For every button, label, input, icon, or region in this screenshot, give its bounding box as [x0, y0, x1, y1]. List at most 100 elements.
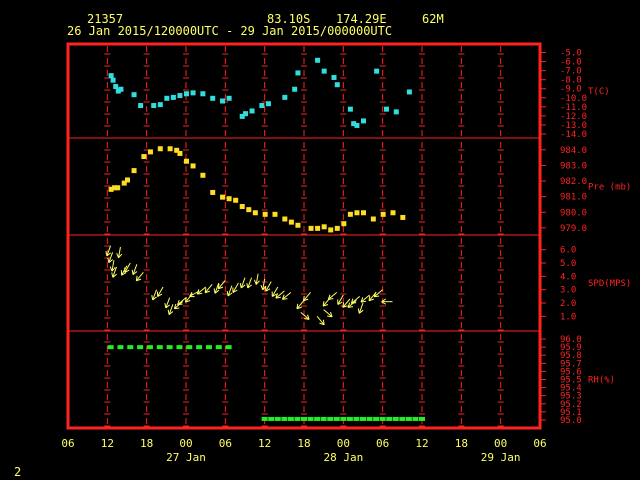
wind-arrow [328, 291, 338, 300]
wind-arrowhead [350, 298, 354, 304]
wind-arrowhead [281, 294, 285, 300]
y-tick-label: 4.0 [560, 272, 576, 282]
temperature-point [292, 86, 298, 92]
wind-arrow [275, 290, 285, 299]
pressure-point [282, 216, 288, 222]
wind-arrowhead [107, 257, 110, 263]
wind-arrowhead [296, 303, 299, 309]
wind-arrowhead [272, 293, 277, 297]
x-tick-label: 06 [533, 437, 546, 450]
wind-arrowhead [357, 308, 360, 314]
wind-arrowhead [275, 296, 281, 299]
temperature-point [374, 68, 380, 74]
wind-arrow [196, 286, 206, 295]
pressure-point [177, 150, 183, 156]
pressure-point [347, 211, 353, 217]
y-tick-label: -9.0 [560, 85, 582, 95]
wind-arrow [217, 280, 226, 290]
page-number: 2 [14, 465, 22, 479]
wind-arrowhead [204, 290, 211, 294]
wind-arrowhead [282, 298, 288, 300]
wind-arrowhead [368, 298, 374, 302]
wind-arrow [135, 272, 144, 282]
wind-arrow [271, 286, 279, 297]
x-tick-label: 12 [258, 437, 271, 450]
wind-arrow [240, 277, 246, 289]
pressure-point [233, 197, 239, 203]
pressure-point [147, 149, 153, 155]
wind-arrow [347, 299, 357, 308]
y-tick-label: 980.0 [560, 208, 587, 218]
temperature-point [226, 95, 232, 101]
wind-arrowhead [265, 288, 271, 292]
temperature-point [249, 108, 255, 114]
humidity-point [333, 416, 340, 421]
wind-arrowhead [132, 271, 138, 276]
wind-arrow [118, 246, 121, 258]
y-tick-label: 984.0 [560, 146, 587, 156]
wind-arrowhead [157, 293, 163, 297]
temperature-point [331, 74, 337, 80]
wind-arrowhead [368, 295, 371, 301]
x-tick-label: 18 [455, 437, 468, 450]
pressure-point [131, 168, 137, 174]
wind-arrowhead [322, 319, 325, 325]
wind-arrowhead [303, 298, 309, 302]
wind-arrow [282, 291, 292, 300]
wind-arrowhead [217, 283, 220, 289]
wind-arrowhead [232, 289, 238, 293]
wind-arrowhead [177, 303, 183, 306]
wind-arrowhead [118, 253, 123, 259]
wind-arrow [342, 298, 351, 308]
humidity-point [419, 416, 425, 421]
pressure-point [400, 214, 406, 220]
wind-arrow [262, 278, 266, 290]
temperature-point [220, 98, 226, 104]
temperature-point [157, 102, 163, 108]
wind-arrowhead [116, 252, 120, 259]
y-tick-label: 95.5 [560, 376, 582, 386]
humidity-point [392, 416, 399, 421]
x-tick-label: 00 [337, 437, 350, 450]
humidity-point [137, 345, 144, 350]
pressure-point [200, 172, 206, 178]
temperature-point [170, 94, 176, 100]
temperature-point [138, 103, 144, 109]
plot-frame [66, 42, 542, 430]
wind-arrowhead [246, 283, 249, 289]
humidity-point [301, 416, 307, 421]
wind-arrow [323, 309, 333, 318]
wind-arrowhead [131, 269, 134, 275]
humidity-point [379, 416, 386, 421]
temperature-point [164, 95, 170, 101]
wind-arrowhead [227, 292, 233, 297]
humidity-point [268, 416, 275, 421]
wind-arrow [165, 297, 171, 309]
wind-arrowhead [328, 298, 334, 300]
y-tick-label: 96.0 [560, 335, 582, 345]
wind-arrow [112, 266, 117, 278]
temperature-point [115, 88, 121, 94]
wind-arrow [157, 286, 164, 297]
pressure-point [262, 211, 268, 217]
wind-arrow [316, 316, 325, 326]
wind-arrow [255, 273, 259, 285]
y-tick-label: -5.0 [560, 49, 582, 59]
wind-arrowhead [204, 287, 207, 293]
y-tick-label: -12.0 [560, 112, 587, 122]
wind-arrow [360, 294, 370, 303]
pressure-point [174, 147, 180, 153]
y-tick-label: -6.0 [560, 58, 582, 68]
y-tick-label: -8.0 [560, 76, 582, 86]
wind-arrowhead [196, 289, 200, 295]
y-tick-label: 95.6 [560, 367, 582, 377]
wind-arrowhead [226, 291, 229, 297]
y-tick-label: 5.0 [560, 259, 576, 269]
wind-arrow [106, 245, 112, 257]
pressure-point [115, 185, 121, 191]
wind-arrowhead [213, 288, 216, 294]
pressure-point [361, 210, 366, 216]
temperature-point [108, 73, 114, 79]
temperature-point [118, 86, 124, 92]
pressure-point [157, 146, 163, 152]
